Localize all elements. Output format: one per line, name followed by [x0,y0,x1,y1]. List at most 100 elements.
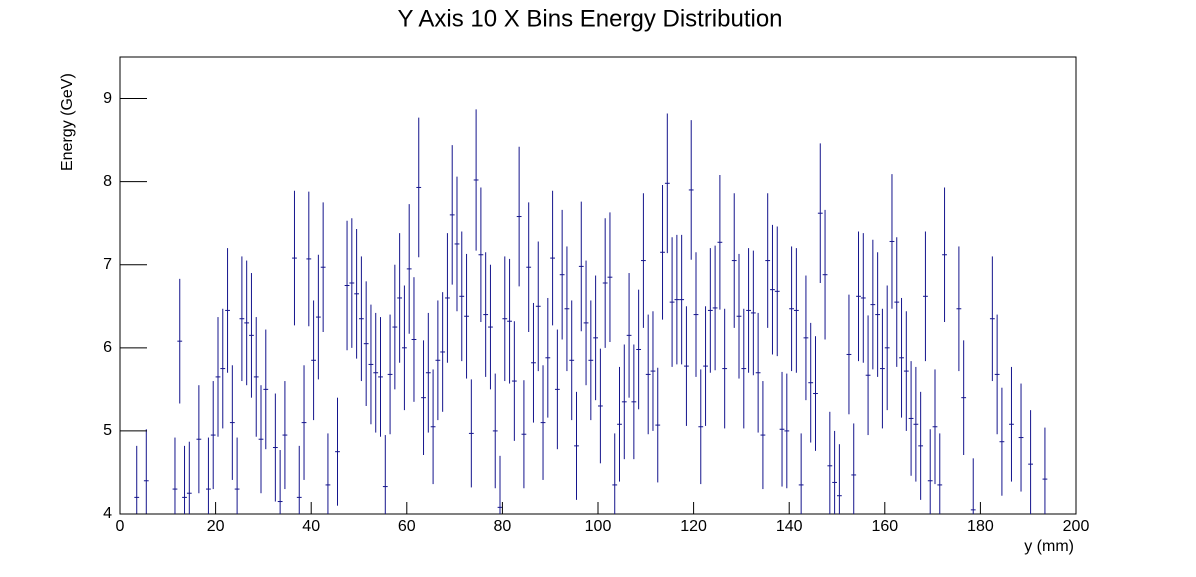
error-point [311,300,316,421]
error-point [664,113,670,254]
error-point [569,300,575,421]
error-point [856,231,861,362]
error-point [760,381,766,490]
error-point [134,445,140,514]
error-point [875,252,881,377]
error-point [531,302,536,423]
error-point [449,145,455,285]
error-point [918,391,924,500]
error-point [870,239,876,370]
error-point [626,273,632,398]
error-point [942,187,947,323]
error-point [961,340,967,456]
y-tick-label: 8 [103,173,112,190]
error-point [746,248,751,373]
error-point [282,381,288,490]
x-tick-label: 200 [1063,518,1090,535]
error-point [540,365,546,480]
error-point [779,371,785,487]
error-point [832,430,838,514]
error-point [660,184,665,320]
error-point [320,202,326,333]
x-tick-label: 80 [494,518,512,535]
error-point [621,344,627,460]
error-point [292,190,297,326]
error-point [707,248,713,373]
error-point [774,226,780,357]
error-point [731,193,737,328]
error-point [636,289,642,410]
error-point [464,253,469,379]
error-point [655,367,661,483]
error-point [502,256,508,382]
error-point [368,304,374,425]
error-point [602,218,608,348]
error-point [459,231,465,362]
error-point [741,308,747,429]
error-point [177,278,183,404]
x-tick-label: 60 [398,518,416,535]
error-point [244,260,250,386]
error-point [373,312,379,433]
y-tick-label: 5 [103,422,112,439]
error-point [1018,383,1024,492]
error-point [669,237,675,367]
error-point [641,193,646,328]
error-point [306,191,312,327]
error-point [770,224,775,355]
error-point [631,344,637,460]
error-point [445,233,450,363]
error-point [363,281,369,406]
error-point [813,336,818,451]
error-point [1042,427,1048,514]
error-point [674,234,680,365]
error-point [296,445,302,514]
error-point [703,306,708,426]
error-point [899,297,904,418]
error-point [535,241,541,372]
error-point [999,387,1005,496]
error-point [937,433,943,514]
error-point [521,380,527,489]
chart-title: Y Axis 10 X Bins Energy Distribution [397,5,782,32]
error-point [349,218,355,348]
error-point [994,314,1000,435]
error-point [712,245,718,371]
error-point [693,252,699,377]
error-point [808,322,814,443]
error-point [789,246,794,372]
error-point [186,441,192,514]
error-point [617,366,622,482]
error-point [927,429,933,514]
error-point [798,433,804,514]
error-point [722,308,728,429]
error-point [411,277,417,402]
error-point [913,366,919,482]
error-point [836,444,842,514]
error-point [645,314,651,435]
error-point [483,252,489,377]
error-point [258,385,264,494]
error-point [143,429,149,514]
error-point [588,300,594,421]
y-axis-label: Energy (GeV) [59,73,76,171]
error-point [468,379,474,488]
error-point [679,234,685,365]
y-tick-label: 9 [103,90,112,107]
error-point [196,385,202,494]
error-point [392,264,398,390]
error-point [827,411,833,514]
error-point [970,458,976,514]
error-point [253,317,259,437]
error-point [880,308,885,429]
y-tick-label: 4 [103,505,112,522]
error-point [989,256,995,382]
error-point [750,250,756,376]
data-layer [134,109,1048,514]
error-point [684,306,689,426]
x-tick-label: 20 [207,518,225,535]
error-point [354,228,360,359]
error-point [511,321,517,441]
error-point [597,348,603,464]
